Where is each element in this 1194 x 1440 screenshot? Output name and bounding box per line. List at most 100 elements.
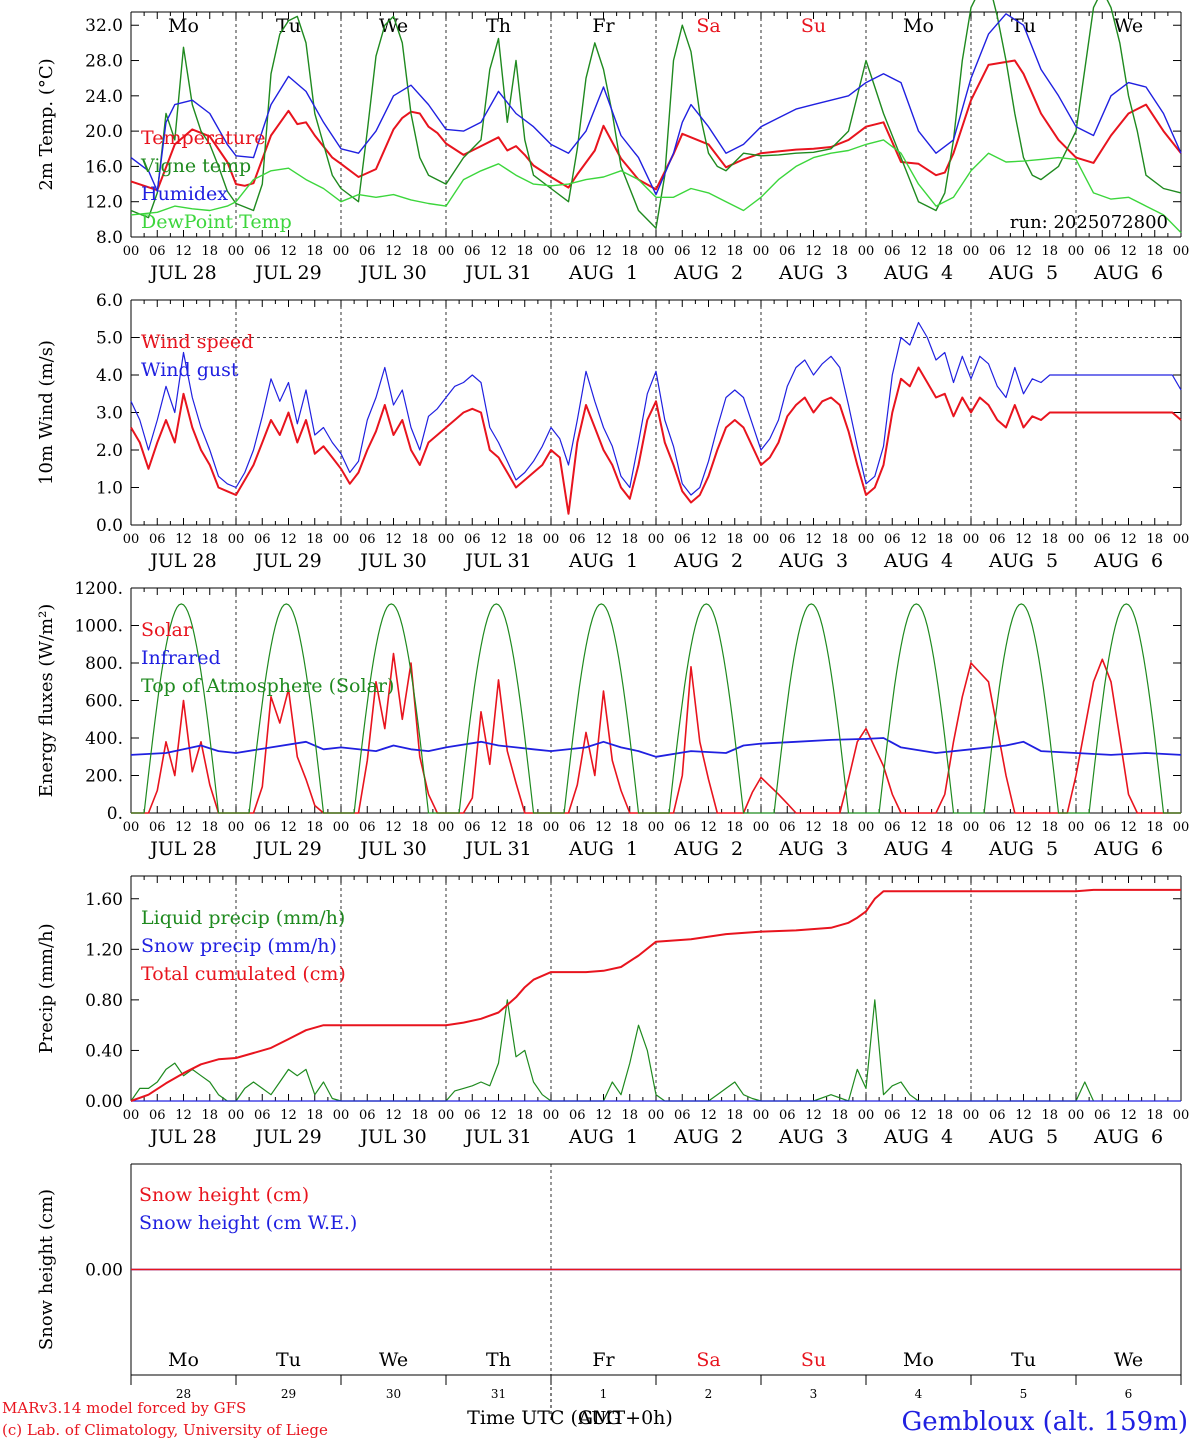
legend-entry: Solar — [141, 619, 193, 641]
hour-tick-label: 12 — [280, 1108, 297, 1123]
hour-tick-label: 18 — [411, 1108, 428, 1123]
y-tick-label: 3.0 — [96, 404, 123, 424]
day-name-label: Tu — [276, 1349, 301, 1371]
hour-tick-label: 00 — [123, 1108, 140, 1123]
day-name-label: Mo — [168, 15, 199, 37]
legend-entry: Liquid precip (mm/h) — [141, 907, 345, 929]
hour-tick-label: 12 — [280, 532, 297, 547]
hour-tick-label: 00 — [123, 532, 140, 547]
y-tick-label: 4.0 — [96, 366, 123, 386]
y-tick-label: 400. — [85, 729, 123, 749]
hour-tick-label: 06 — [254, 820, 271, 835]
hour-tick-label: 18 — [1041, 820, 1058, 835]
hour-tick-label: 18 — [516, 244, 533, 259]
date-label: JUL 31 — [463, 1126, 531, 1148]
hour-tick-label: 00 — [1173, 532, 1190, 547]
hour-tick-label: 18 — [936, 244, 953, 259]
hour-tick-label: 12 — [1015, 820, 1032, 835]
day-name-label: Mo — [903, 1349, 934, 1371]
footer: MARv3.14 model forced by GFS (c) Lab. of … — [2, 1399, 1188, 1439]
hour-tick-label: 00 — [438, 532, 455, 547]
hour-tick-label: 00 — [648, 820, 665, 835]
hour-tick-label: 18 — [516, 1108, 533, 1123]
legend-entry: Total cumulated (cm) — [141, 963, 346, 985]
hour-tick-label: 18 — [1041, 1108, 1058, 1123]
date-label: AUG 2 — [673, 550, 743, 572]
y-tick-label: 12.0 — [85, 193, 123, 213]
hour-tick-label: 00 — [1068, 532, 1085, 547]
day-number-label: 5 — [1020, 1387, 1028, 1401]
day-name-label: Sa — [696, 15, 720, 37]
hour-tick-label: 06 — [464, 1108, 481, 1123]
x-axis-label: Time UTC (GMT+0h) — [467, 1407, 673, 1429]
day-name-label: We — [379, 15, 408, 37]
hour-tick-label: 00 — [438, 244, 455, 259]
hour-tick-label: 00 — [858, 532, 875, 547]
y-tick-label: 200. — [85, 767, 123, 787]
hour-tick-label: 06 — [989, 244, 1006, 259]
date-label: AUG 1 — [568, 550, 638, 572]
hour-tick-label: 06 — [1094, 532, 1111, 547]
legend-entry: Vigne temp — [140, 155, 251, 177]
legend-entry: Temperature — [141, 127, 265, 149]
hour-tick-label: 18 — [726, 1108, 743, 1123]
credit-line-2: (c) Lab. of Climatology, University of L… — [2, 1421, 328, 1439]
y-tick-label: 24.0 — [85, 87, 123, 107]
hour-tick-label: 00 — [228, 532, 245, 547]
day-name-label: Su — [801, 15, 826, 37]
legend-entry: Snow precip (mm/h) — [141, 935, 337, 957]
hour-tick-label: 12 — [805, 1108, 822, 1123]
date-label: JUL 31 — [463, 550, 531, 572]
y-tick-label: 8.0 — [96, 228, 123, 248]
hour-tick-label: 18 — [831, 820, 848, 835]
hour-tick-label: 06 — [359, 820, 376, 835]
hour-tick-label: 06 — [884, 532, 901, 547]
hour-tick-label: 18 — [306, 244, 323, 259]
hour-tick-label: 00 — [333, 532, 350, 547]
hour-tick-label: 00 — [858, 244, 875, 259]
hour-tick-label: 12 — [700, 244, 717, 259]
hour-tick-label: 00 — [1173, 820, 1190, 835]
hour-tick-label: 00 — [123, 820, 140, 835]
date-label: JUL 30 — [358, 1126, 426, 1148]
y-tick-label: 0.00 — [85, 1261, 123, 1281]
date-label: JUL 28 — [148, 262, 216, 284]
y-tick-label: 32.0 — [85, 16, 123, 36]
hour-tick-label: 00 — [1068, 1108, 1085, 1123]
hour-tick-label: 18 — [936, 820, 953, 835]
hour-tick-label: 06 — [569, 532, 586, 547]
hour-tick-label: 18 — [936, 532, 953, 547]
day-number-label: 28 — [176, 1387, 191, 1401]
hour-tick-label: 12 — [1015, 1108, 1032, 1123]
hour-tick-label: 18 — [201, 532, 218, 547]
hour-tick-label: 06 — [569, 244, 586, 259]
hour-tick-label: 00 — [543, 1108, 560, 1123]
y-tick-label: 0.00 — [85, 1092, 123, 1112]
hour-tick-label: 18 — [306, 532, 323, 547]
hour-tick-label: 12 — [805, 820, 822, 835]
hour-tick-label: 18 — [726, 532, 743, 547]
y-tick-label: 600. — [85, 692, 123, 712]
hour-tick-label: 18 — [411, 244, 428, 259]
date-label: AUG 5 — [988, 1126, 1058, 1148]
date-label: AUG 2 — [673, 262, 743, 284]
hour-tick-label: 12 — [490, 244, 507, 259]
legend-entry: Top of Atmosphere (Solar) — [141, 675, 394, 697]
day-name-label: Fr — [592, 1349, 615, 1371]
date-label: JUL 29 — [253, 262, 321, 284]
series-line-humidex — [130, 13, 1182, 196]
hour-tick-label: 06 — [359, 532, 376, 547]
hour-tick-label: 12 — [595, 1108, 612, 1123]
day-name-label: Sa — [696, 1349, 720, 1371]
hour-tick-label: 06 — [149, 820, 166, 835]
hour-tick-label: 18 — [1146, 244, 1163, 259]
hour-tick-label: 00 — [1173, 1108, 1190, 1123]
day-name-label: We — [1114, 1349, 1143, 1371]
hour-tick-label: 00 — [543, 532, 560, 547]
date-label: AUG 1 — [568, 262, 638, 284]
date-label: JUL 30 — [358, 838, 426, 860]
hour-tick-label: 18 — [1146, 1108, 1163, 1123]
hour-tick-label: 12 — [175, 244, 192, 259]
y-tick-label: 1200. — [74, 579, 123, 599]
date-label: JUL 28 — [148, 838, 216, 860]
